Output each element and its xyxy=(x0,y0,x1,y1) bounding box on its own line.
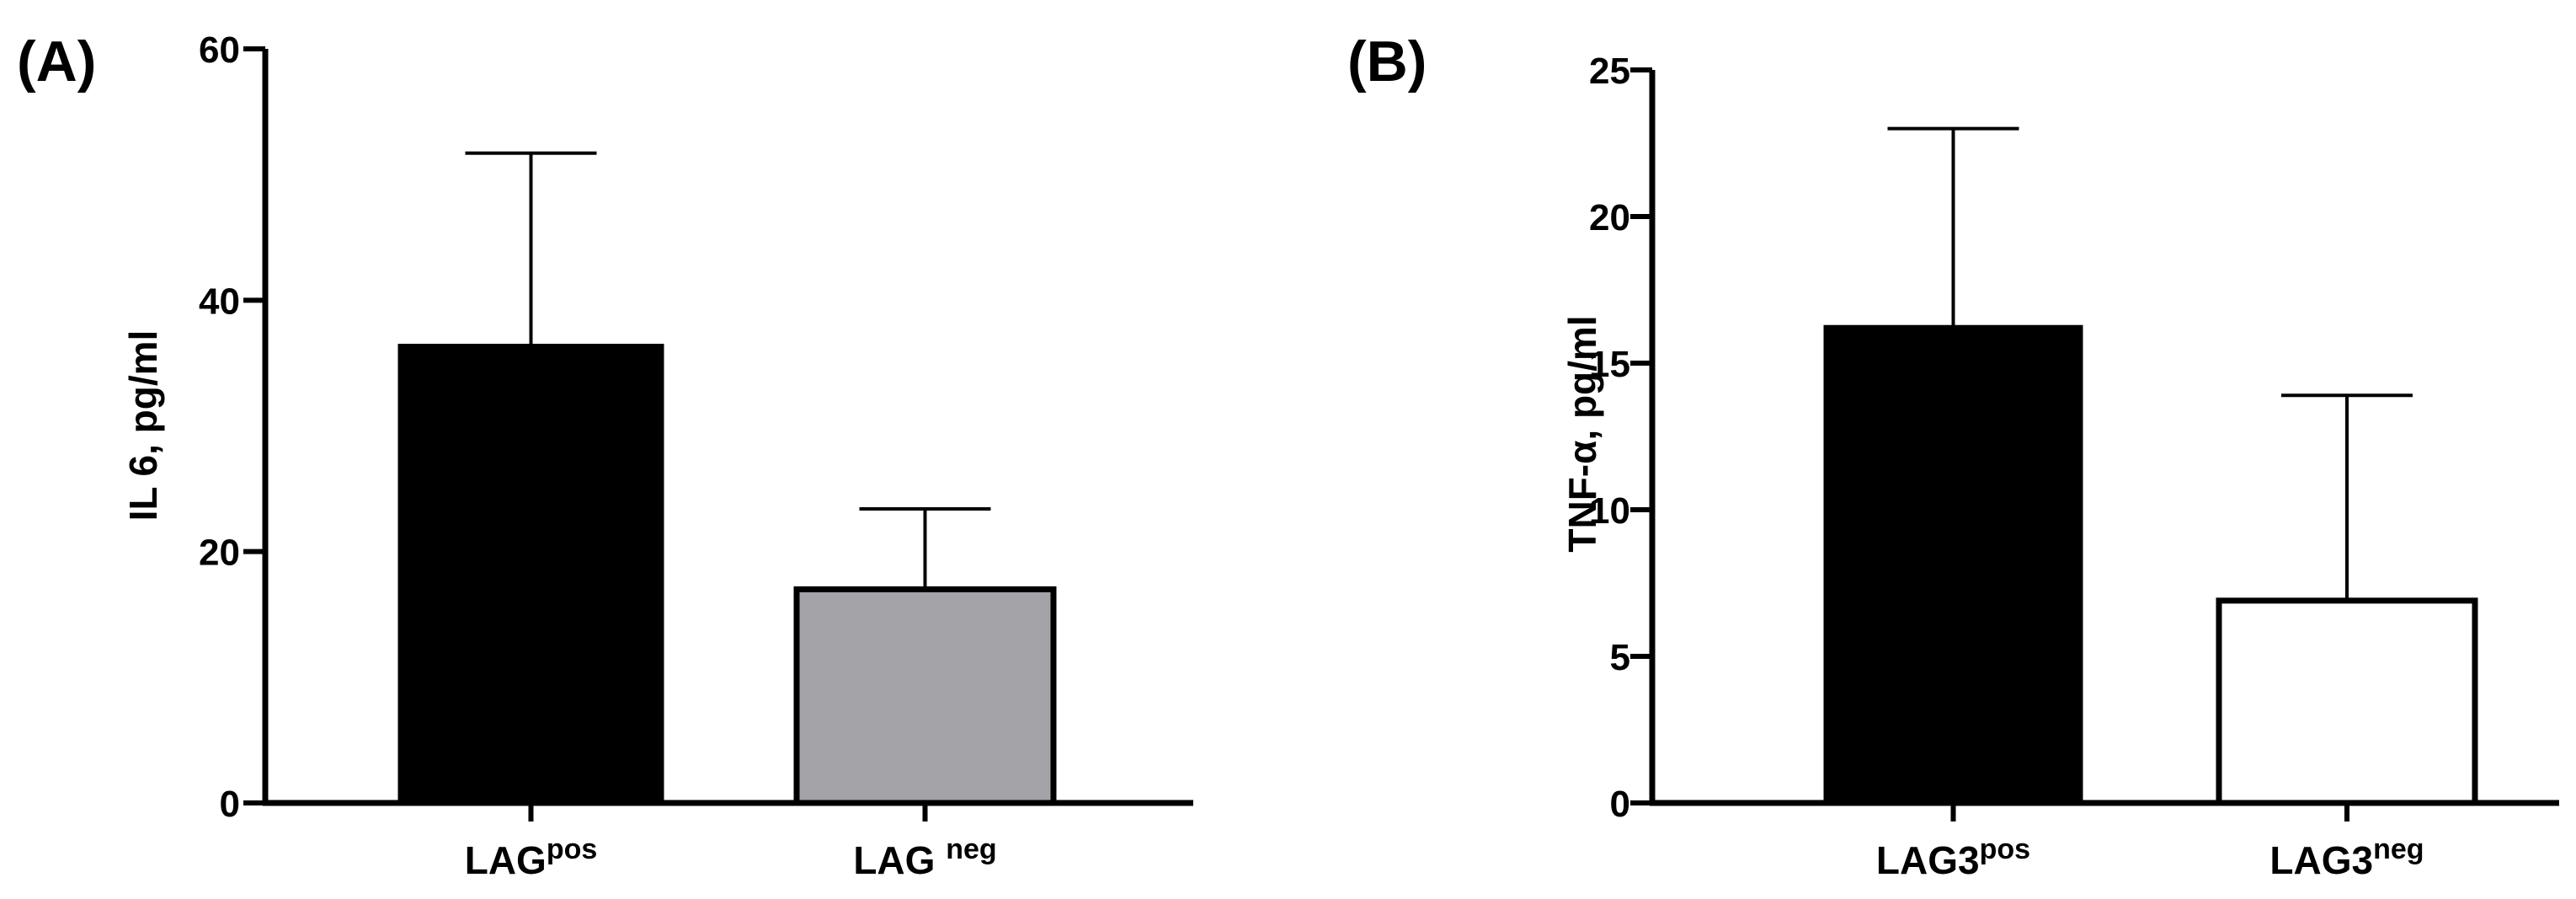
chart-0-y-tick-label-3: 60 xyxy=(199,29,240,71)
chart-0-panel-label: (A) xyxy=(17,29,96,94)
chart-0-bar-1 xyxy=(793,586,1057,806)
chart-0-y-tick-label-0: 0 xyxy=(220,784,240,825)
chart-1-y-axis-title: TNF-α, pg/ml xyxy=(1560,315,1604,552)
chart-1-y-tick-label-5: 25 xyxy=(1589,51,1630,92)
chart-0-x-tick-label-0: LAGpos xyxy=(465,833,598,882)
chart-1-panel-label: (B) xyxy=(1347,29,1427,94)
chart-0-x-tick-label-1: LAG neg xyxy=(853,833,996,882)
chart-0-y-tick-label-2: 40 xyxy=(199,281,240,322)
chart-1-bar-1 xyxy=(2216,597,2478,806)
chart-0-y-axis-title: IL 6, pg/ml xyxy=(121,330,165,522)
chart-1-y-tick-label-0: 0 xyxy=(1610,784,1630,825)
chart-1-y-tick-label-2: 10 xyxy=(1589,490,1630,532)
chart-1-x-tick-label-0: LAG3pos xyxy=(1876,833,2030,882)
chart-0-bar-0 xyxy=(397,344,664,806)
chart-1-x-tick-label-1: LAG3neg xyxy=(2269,833,2424,882)
chart-0-x-tick-label-base-0: LAG xyxy=(465,838,547,882)
chart-1-x-tick-label-base-0: LAG3 xyxy=(1876,838,1980,882)
chart-1-x-tick-label-sup-0: pos xyxy=(1980,833,2030,865)
chart-0-x-tick-label-sup-1: neg xyxy=(946,833,996,865)
chart-0-y-tick-label-1: 20 xyxy=(199,532,240,574)
chart-0-x-tick-label-sup-0: pos xyxy=(547,833,597,865)
chart-1-bar-0 xyxy=(1823,324,2083,806)
chart-1-y-tick-label-3: 15 xyxy=(1589,344,1630,385)
chart-1-x-tick-label-sup-1: neg xyxy=(2373,833,2424,865)
chart-1-y-tick-label-1: 5 xyxy=(1610,637,1630,678)
chart-0-x-tick-label-base-1: LAG xyxy=(853,838,946,882)
chart-1-y-tick-label-4: 20 xyxy=(1589,197,1630,238)
chart-1-x-tick-label-base-1: LAG3 xyxy=(2269,838,2373,882)
